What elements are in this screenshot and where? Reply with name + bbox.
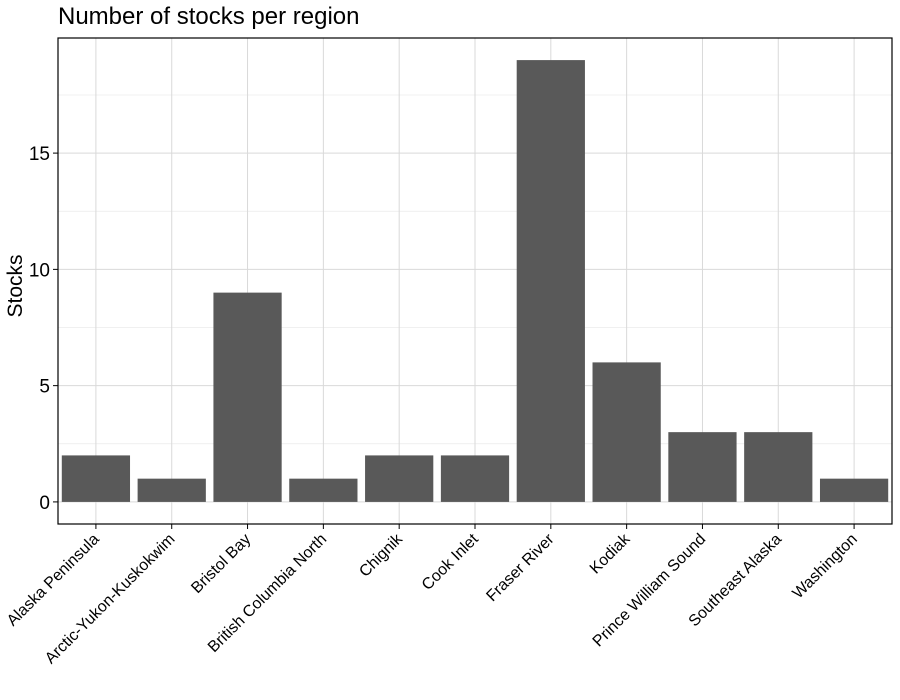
bar — [592, 362, 661, 502]
bar — [365, 455, 434, 502]
x-tick-label: Bristol Bay — [188, 531, 254, 597]
x-tick-label: Fraser River — [483, 530, 558, 605]
bar — [819, 478, 889, 502]
bar — [213, 292, 282, 502]
y-tick-label: 5 — [39, 377, 50, 398]
x-tick-label: Washington — [790, 531, 861, 602]
x-tick-label: Chignik — [356, 530, 406, 580]
bar — [289, 478, 358, 502]
x-tick-label: Arctic-Yukon-Kuskokwim — [42, 531, 179, 668]
x-tick-label: Kodiak — [587, 530, 634, 577]
bars — [61, 60, 889, 502]
x-tick-label: Cook Inlet — [419, 530, 482, 593]
y-tick-label: 0 — [39, 493, 50, 514]
y-axis: 0 5 10 15 — [29, 144, 58, 514]
bar — [516, 60, 585, 502]
bar — [137, 478, 206, 502]
y-axis-title: Stocks — [4, 254, 27, 317]
y-tick-label: 15 — [29, 144, 50, 165]
bar — [61, 455, 131, 502]
chart-title: Number of stocks per region — [58, 3, 360, 30]
bar — [440, 455, 510, 502]
y-tick-label: 10 — [29, 260, 50, 281]
bar — [668, 432, 737, 502]
bar — [744, 432, 813, 502]
